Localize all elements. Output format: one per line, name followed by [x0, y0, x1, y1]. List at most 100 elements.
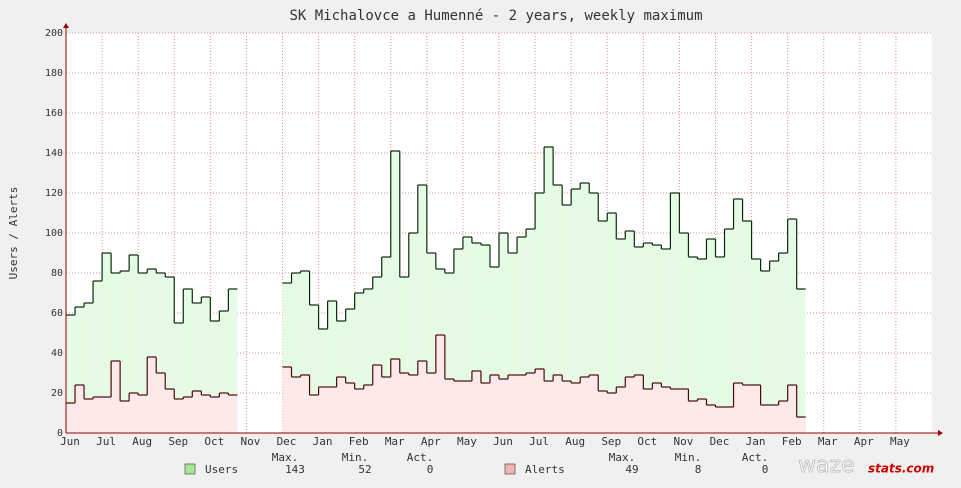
- area-step: [111, 361, 121, 433]
- x-tick-label: Sep: [601, 435, 621, 448]
- area-step: [219, 311, 229, 433]
- x-tick-label: Sep: [168, 435, 188, 448]
- legend-stat-value: 0: [427, 463, 434, 476]
- area-step: [589, 375, 599, 433]
- area-step: [715, 407, 725, 433]
- area-step: [562, 205, 572, 433]
- area-step: [553, 375, 563, 433]
- area-step: [517, 375, 527, 433]
- x-tick-label: Jan: [746, 435, 766, 448]
- x-tick-label: Jul: [96, 435, 116, 448]
- area-step: [93, 281, 103, 433]
- area-step: [120, 271, 130, 433]
- x-tick-label: Oct: [204, 435, 224, 448]
- area-step: [679, 233, 689, 433]
- area-step: [571, 189, 581, 433]
- area-step: [336, 377, 346, 433]
- legend-stat-header: Act.: [742, 451, 769, 464]
- y-axis-label: Users / Alerts: [7, 187, 20, 280]
- area-step: [742, 221, 752, 433]
- area-step: [571, 383, 581, 433]
- y-tick-label: 180: [45, 68, 63, 79]
- chart-title: SK Michalovce a Humenné - 2 years, weekl…: [289, 8, 702, 24]
- area-step: [435, 335, 445, 433]
- legend-swatch: [504, 463, 516, 475]
- area-step: [372, 277, 382, 433]
- area-step: [787, 385, 797, 433]
- y-tick-label: 200: [45, 28, 63, 39]
- area-step: [102, 253, 112, 433]
- area-step: [345, 309, 355, 433]
- x-tick-label: Apr: [854, 435, 874, 448]
- x-tick-label: Jun: [493, 435, 513, 448]
- area-step: [625, 377, 635, 433]
- area-step: [706, 405, 716, 433]
- area-step: [489, 375, 499, 433]
- legend-stat-value: 8: [695, 463, 702, 476]
- area-step: [769, 405, 779, 433]
- area-step: [318, 329, 328, 433]
- area-step: [751, 259, 761, 433]
- area-step: [544, 147, 554, 433]
- y-tick-label: 160: [45, 108, 63, 119]
- area-step: [93, 397, 103, 433]
- y-tick-label: 120: [45, 188, 63, 199]
- area-step: [363, 289, 373, 433]
- area-step: [661, 387, 671, 433]
- area-step: [480, 245, 490, 433]
- x-tick-label: Aug: [565, 435, 585, 448]
- area-step: [679, 389, 689, 433]
- area-step: [147, 357, 157, 433]
- legend-stat-value: 49: [625, 463, 638, 476]
- area-step: [751, 385, 761, 433]
- legend-stat-header: Max.: [609, 451, 636, 464]
- y-tick-label: 100: [45, 228, 63, 239]
- area-step: [84, 399, 94, 433]
- area-step: [499, 233, 509, 433]
- area-step: [760, 271, 770, 433]
- area-step: [228, 395, 238, 433]
- area-step: [156, 373, 166, 433]
- area-step: [183, 289, 193, 433]
- x-tick-label: Nov: [240, 435, 260, 448]
- area-step: [390, 151, 400, 433]
- area-step: [471, 243, 481, 433]
- area-step: [192, 391, 202, 433]
- area-step: [553, 185, 563, 433]
- area-step: [444, 379, 454, 433]
- area-step: [670, 193, 680, 433]
- area-step: [165, 277, 175, 433]
- y-tick-label: 40: [51, 348, 63, 359]
- area-step: [192, 303, 202, 433]
- area-step: [453, 249, 463, 433]
- area-step: [724, 229, 734, 433]
- area-step: [291, 273, 301, 433]
- legend-stat-header: Act.: [407, 451, 434, 464]
- legend-swatch: [184, 463, 196, 475]
- area-step: [354, 293, 364, 433]
- area-step: [634, 375, 644, 433]
- area-step: [372, 365, 382, 433]
- area-step: [706, 239, 716, 433]
- area-step: [580, 183, 590, 433]
- area-step: [643, 243, 653, 433]
- x-tick-label: Oct: [637, 435, 657, 448]
- area-step: [228, 289, 238, 433]
- legend-stat-header: Max.: [272, 451, 299, 464]
- area-step: [444, 273, 454, 433]
- area-step: [354, 389, 364, 433]
- y-tick-label: 140: [45, 148, 63, 159]
- area-step: [174, 323, 184, 433]
- lines: [66, 146, 806, 418]
- area-step: [111, 273, 121, 433]
- area-step: [66, 403, 76, 433]
- y-tick-label: 60: [51, 308, 63, 319]
- area-step: [778, 253, 788, 433]
- area-step: [453, 381, 463, 433]
- area-step: [399, 277, 409, 433]
- area-step: [327, 301, 337, 433]
- area-step: [201, 395, 211, 433]
- area-step: [598, 391, 608, 433]
